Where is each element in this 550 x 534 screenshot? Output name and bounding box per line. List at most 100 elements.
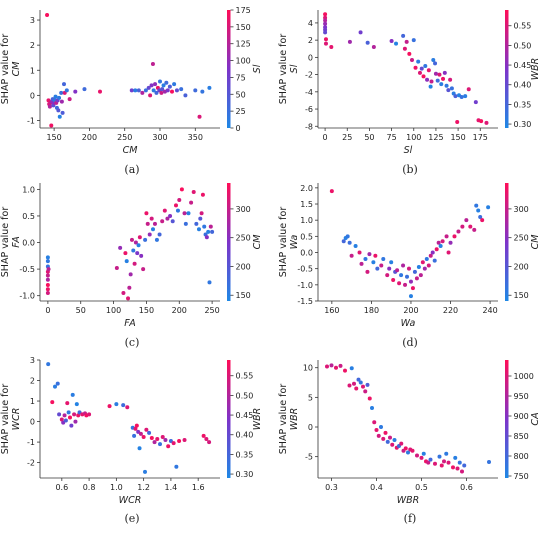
data-point <box>349 366 354 371</box>
data-point <box>456 229 461 234</box>
data-point <box>53 94 58 99</box>
data-point <box>338 363 343 368</box>
data-point <box>149 435 154 440</box>
data-point <box>409 57 414 62</box>
colorbar-tick-label: 250 <box>236 234 251 243</box>
data-point <box>323 18 328 23</box>
data-point <box>411 38 416 43</box>
y-tick-label: 0.5 <box>22 212 35 221</box>
data-point <box>391 277 396 282</box>
y-tick-label: 1 <box>30 397 35 406</box>
colorbar-tick-label: 25 <box>236 107 246 116</box>
data-point <box>347 39 352 44</box>
data-point <box>426 460 431 465</box>
x-tick-label: 75 <box>387 133 397 142</box>
x-tick-label: 125 <box>428 133 443 142</box>
y-axis-label: SHAP value forWCR <box>0 384 22 455</box>
y-tick-label: 0 <box>30 91 35 100</box>
data-point <box>463 94 468 99</box>
data-point <box>45 287 50 292</box>
data-point <box>154 90 159 95</box>
data-point <box>441 76 446 81</box>
x-tick-label: 0.3 <box>325 483 338 492</box>
y-tick-label: 5 <box>308 393 313 402</box>
y-tick-label: 2 <box>308 36 313 45</box>
colorbar-tick-label: 850 <box>514 432 529 441</box>
y-tick-label: -1.5 <box>297 297 313 306</box>
data-point <box>57 412 62 417</box>
colorbar-tick-label: 0.45 <box>514 61 532 70</box>
data-point <box>341 239 346 244</box>
colorbar-label: WBR <box>252 408 263 431</box>
data-point <box>397 281 402 286</box>
data-point <box>74 402 79 407</box>
data-point <box>464 218 469 223</box>
data-point <box>414 276 419 281</box>
data-point <box>392 438 397 443</box>
data-point <box>436 240 441 245</box>
data-point <box>406 450 410 455</box>
data-point <box>136 243 141 248</box>
y-tick-label: 3 <box>30 16 35 25</box>
data-point <box>174 464 179 469</box>
data-point <box>59 99 64 104</box>
data-point <box>121 403 126 408</box>
data-point <box>183 221 188 226</box>
panel-d: 160 180 200 220 240 -1.5 -1.0 -0.5 0.0 0.5 1.0 1.5 2… <box>278 183 541 349</box>
data-point <box>150 61 155 66</box>
data-point <box>182 438 187 443</box>
data-point <box>389 39 394 44</box>
data-point <box>440 239 445 244</box>
data-point <box>383 430 388 435</box>
x-axis-label: WCR <box>119 495 142 506</box>
data-point <box>174 88 179 93</box>
data-point <box>451 465 455 470</box>
data-point <box>478 214 483 219</box>
colorbar-tick-label: 0.55 <box>236 372 254 381</box>
data-point <box>45 255 50 260</box>
data-point <box>189 200 194 205</box>
data-point <box>460 469 464 474</box>
x-tick-label: 25 <box>342 133 352 142</box>
data-point <box>193 88 198 93</box>
data-point <box>128 272 133 277</box>
x-tick-label: 160 <box>324 306 339 315</box>
data-point <box>114 402 119 407</box>
x-tick-label: 50 <box>76 306 86 315</box>
x-tick-label: 250 <box>117 133 132 142</box>
data-point <box>166 444 171 449</box>
data-point <box>210 229 215 234</box>
data-point <box>46 362 51 367</box>
colorbar-label: Sl <box>252 64 263 73</box>
x-axis-label: FA <box>124 318 135 329</box>
data-point <box>141 267 146 272</box>
data-point <box>448 77 453 82</box>
data-point <box>423 63 428 68</box>
data-point <box>421 74 426 79</box>
data-point <box>365 382 370 387</box>
data-point <box>124 259 129 264</box>
data-point <box>114 266 119 271</box>
colorbar-tick-label: 750 <box>514 472 529 481</box>
data-point <box>459 94 464 99</box>
data-point <box>371 45 376 50</box>
data-point <box>438 244 443 249</box>
y-tick-label: 0.0 <box>300 249 313 258</box>
data-point <box>374 427 379 432</box>
data-point <box>403 446 408 451</box>
x-axis-label: WBR <box>397 495 420 506</box>
data-point <box>433 71 438 76</box>
data-point <box>347 383 352 388</box>
data-point <box>358 30 363 35</box>
panel-caption: (a) <box>124 163 139 176</box>
data-point <box>457 460 462 465</box>
data-point <box>161 83 166 88</box>
data-point <box>45 277 50 282</box>
y-tick-label: -2 <box>305 71 313 80</box>
data-point <box>136 88 141 93</box>
data-point <box>399 273 404 278</box>
colorbar-tick-label: 175 <box>236 6 251 15</box>
data-point <box>428 457 433 462</box>
data-point <box>49 123 54 128</box>
data-point <box>343 368 347 373</box>
